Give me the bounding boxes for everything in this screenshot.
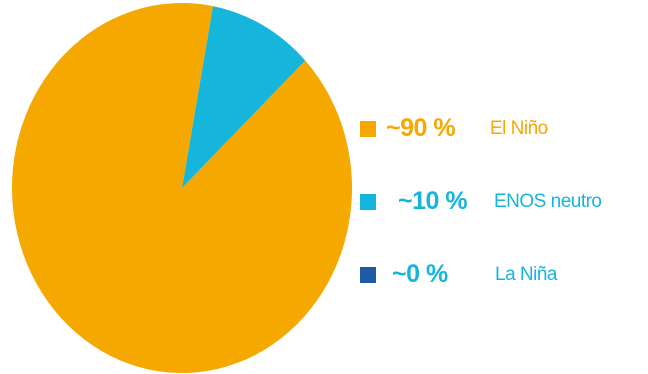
legend-item-la-nina: ~0 % La Niña — [360, 254, 640, 294]
legend-item-enos-neutro: ~10 % ENOS neutro — [360, 181, 640, 221]
legend-swatch-la-nina — [360, 267, 376, 283]
pie-slice-el-nino — [11, 2, 352, 373]
legend-label-el-nino: El Niño — [490, 118, 548, 139]
legend-value-enos-neutro: ~10 % — [398, 187, 468, 215]
legend-label-la-nina: La Niña — [495, 264, 558, 285]
pie-slice-enos-neutro — [182, 6, 306, 189]
legend-value-la-nina: ~0 % — [392, 260, 448, 288]
legend-swatch-enos-neutro — [360, 194, 376, 210]
legend-label-enos-neutro: ENOS neutro — [494, 191, 602, 212]
legend-swatch-el-nino — [360, 121, 376, 137]
legend-value-el-nino: ~90 % — [386, 114, 456, 142]
legend-item-el-nino: ~90 % El Niño — [360, 108, 640, 148]
chart-legend: ~90 % El Niño ~10 % ENOS neutro ~0 % La … — [360, 108, 640, 327]
